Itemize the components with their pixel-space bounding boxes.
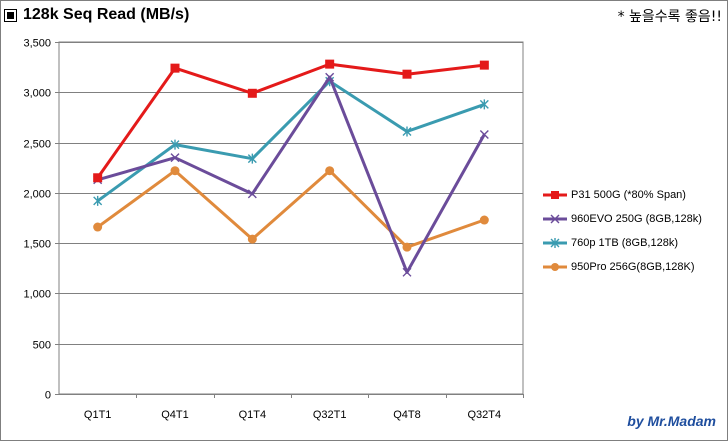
data-point: [402, 69, 412, 79]
data-point: [93, 195, 103, 206]
data-point: [479, 99, 489, 110]
plot-area: [58, 41, 524, 395]
legend-label: 950Pro 256G(8GB,128K): [571, 261, 695, 273]
data-point: [402, 267, 412, 277]
data-point: [325, 59, 335, 69]
series-line: [96, 169, 485, 249]
chart-title: 128k Seq Read (MB/s): [23, 6, 190, 23]
legend-label: 760p 1TB (8GB,128k): [571, 237, 679, 249]
data-point: [170, 139, 180, 150]
legend-swatch: [543, 191, 567, 199]
legend-item: 950Pro 256G(8GB,128K): [543, 259, 695, 275]
data-point: [402, 126, 412, 137]
y-tick-label: 1,000: [23, 289, 51, 301]
y-tick-label: 3,500: [23, 38, 51, 50]
legend-label: P31 500G (*80% Span): [571, 189, 686, 201]
data-point: [170, 63, 180, 73]
data-point: [247, 234, 257, 244]
x-tick-label: Q32T4: [468, 409, 502, 421]
y-tick-label: 3,000: [23, 88, 51, 100]
data-point: [325, 72, 335, 82]
data-point: [170, 166, 180, 176]
series-line: [97, 75, 486, 274]
legend-item: P31 500G (*80% Span): [543, 187, 686, 203]
square-bullet-icon: [4, 8, 17, 22]
legend-label: 960EVO 250G (8GB,128k): [571, 213, 702, 225]
chart-note: * 높을수록 좋음!!: [617, 9, 722, 25]
data-point: [247, 88, 257, 98]
watermark: by Mr.Madam: [627, 413, 716, 429]
x-tick-label: Q1T1: [84, 409, 112, 421]
data-point: [479, 215, 489, 225]
data-point: [479, 60, 489, 70]
x-tick-label: Q1T4: [239, 409, 267, 421]
y-tick-label: 500: [33, 340, 51, 352]
legend-swatch: [543, 263, 567, 271]
series-line: [96, 62, 485, 179]
data-point: [247, 189, 257, 199]
x-tick-label: Q32T1: [313, 409, 347, 421]
data-point: [170, 153, 180, 163]
x-tick-label: Q4T8: [393, 409, 421, 421]
series-line: [96, 79, 485, 203]
data-point: [402, 242, 412, 252]
y-tick-label: 0: [45, 390, 51, 402]
legend-swatch: [543, 214, 567, 224]
data-point: [247, 153, 257, 164]
title-row: 128k Seq Read (MB/s): [4, 5, 189, 25]
legend-item: 960EVO 250G (8GB,128k): [543, 211, 702, 227]
data-point: [325, 166, 335, 176]
y-tick-label: 2,500: [23, 139, 51, 151]
y-tick-label: 2,000: [23, 189, 51, 201]
x-tick-label: Q4T1: [161, 409, 189, 421]
data-point: [93, 222, 103, 232]
y-tick-label: 1,500: [23, 239, 51, 251]
legend-item: 760p 1TB (8GB,128k): [543, 235, 678, 251]
legend-swatch: [543, 238, 567, 248]
data-point: [93, 173, 103, 183]
data-point: [479, 130, 489, 140]
